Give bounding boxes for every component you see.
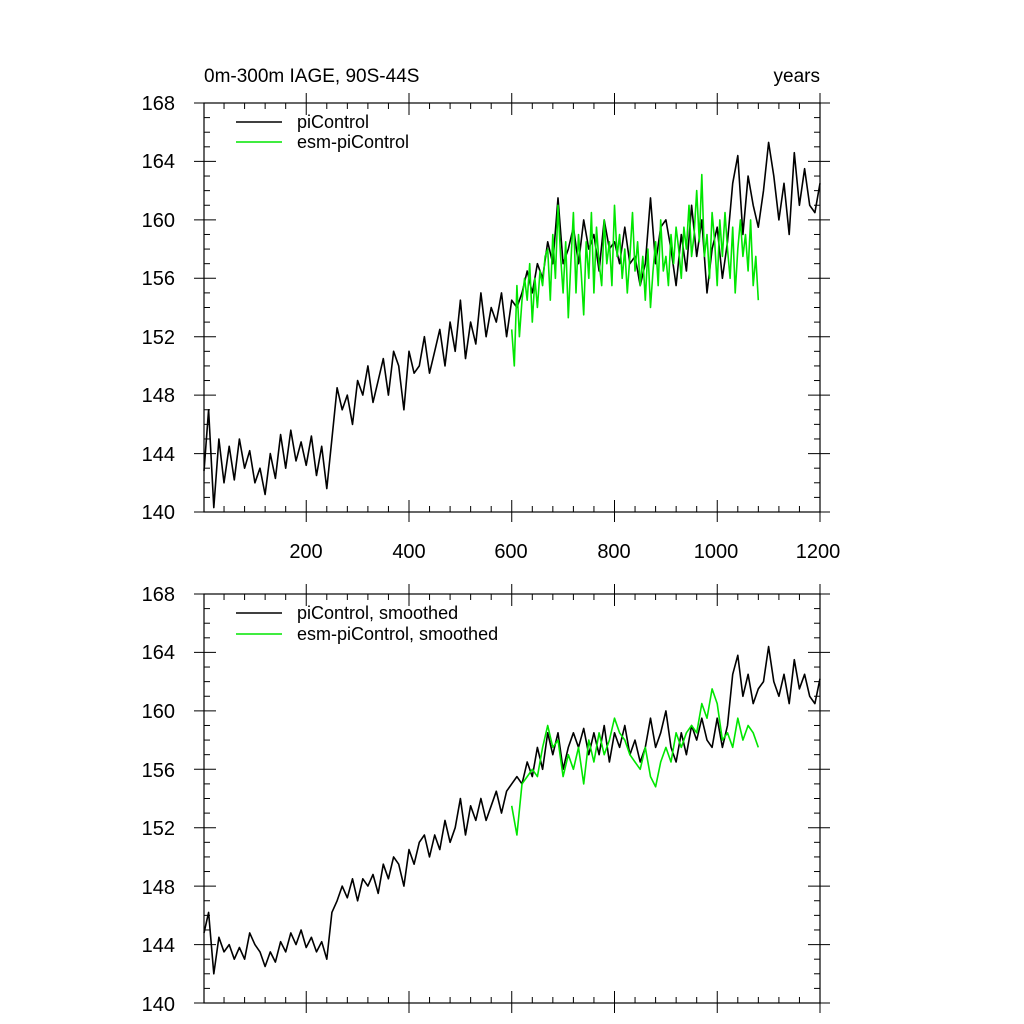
top-minor-ticks (204, 103, 820, 512)
top-y-tick-label: 156 (142, 268, 175, 290)
top-y-tick-label: 164 (142, 151, 175, 173)
top-legend: piControl esm-piControl (236, 112, 409, 152)
top-series-esm-picontrol (510, 173, 760, 367)
top-y-tick-label: 140 (142, 502, 175, 524)
top-y-tick-label: 160 (142, 210, 175, 232)
bottom-series-esm-picontrol-smoothed (510, 688, 760, 836)
top-x-tick-label: 1200 (796, 541, 841, 563)
top-x-tick-label: 1000 (694, 541, 739, 563)
bottom-y-tick-label: 160 (142, 701, 175, 723)
top-plot-frame (203, 102, 821, 513)
bottom-plot-frame (203, 593, 821, 1004)
top-chart-title: 0m-300m IAGE, 90S-44S (204, 66, 419, 87)
top-chart-units: years (774, 66, 820, 87)
top-y-tick-label: 148 (142, 385, 175, 407)
bottom-legend-label-picontrol: piControl, smoothed (297, 603, 458, 623)
top-x-tick-labels: 200 400 600 800 1000 1200 (289, 541, 840, 563)
top-chart: 0m-300m IAGE, 90S-44S years 140 144 148 … (142, 66, 841, 563)
top-legend-label-picontrol: piControl (297, 112, 369, 132)
bottom-y-tick-label: 152 (142, 818, 175, 840)
top-x-tick-label: 600 (494, 541, 527, 563)
top-x-tick-label: 400 (392, 541, 425, 563)
top-x-tick-label: 200 (289, 541, 322, 563)
bottom-legend: piControl, smoothed esm-piControl, smoot… (236, 603, 498, 644)
bottom-legend-label-esm-picontrol: esm-piControl, smoothed (297, 624, 498, 644)
bottom-major-ticks (194, 584, 830, 1013)
bottom-y-tick-label: 168 (142, 584, 175, 606)
bottom-series-picontrol-smoothed (203, 645, 821, 975)
bottom-y-tick-label: 148 (142, 877, 175, 899)
top-y-tick-label: 144 (142, 444, 175, 466)
bottom-chart: 140 144 148 152 156 160 164 168 piContro… (142, 584, 830, 1016)
top-x-tick-label: 800 (597, 541, 630, 563)
top-legend-label-esm-picontrol: esm-piControl (297, 132, 409, 152)
bottom-y-tick-label: 140 (142, 994, 175, 1016)
top-series-picontrol (203, 141, 821, 509)
bottom-y-tick-labels: 140 144 148 152 156 160 164 168 (142, 584, 175, 1016)
bottom-y-tick-label: 156 (142, 760, 175, 782)
top-major-ticks (194, 93, 830, 522)
top-y-tick-labels: 140 144 148 152 156 160 164 168 (142, 93, 175, 524)
bottom-y-tick-label: 144 (142, 935, 175, 957)
top-y-tick-label: 168 (142, 93, 175, 115)
top-y-tick-label: 152 (142, 327, 175, 349)
bottom-y-tick-label: 164 (142, 642, 175, 664)
